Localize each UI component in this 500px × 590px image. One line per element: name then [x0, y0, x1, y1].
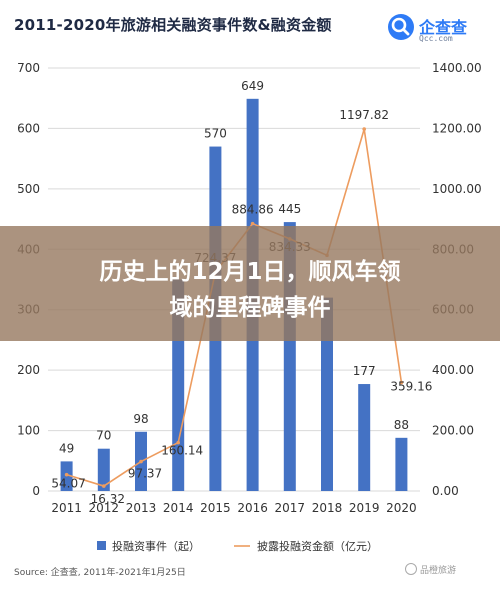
combo-chart: 01002003004005006007000.00200.00400.0060…: [17, 61, 482, 553]
brand-site: Qcc.com: [419, 34, 453, 43]
brand-logo-group: 企查查 Qcc.com: [388, 12, 494, 48]
chart-title: 2011-2020年旅游相关融资事件数&融资金额: [14, 16, 332, 34]
line-data-label: 1197.82: [339, 108, 389, 122]
y-tick-label: 100: [17, 424, 40, 438]
line-data-label: 16.32: [91, 492, 125, 506]
line-data-label: 160.14: [161, 444, 203, 458]
source-note: Source: 企查查, 2011年-2021年1月25日: [14, 568, 186, 578]
bar-data-label: 88: [394, 418, 409, 432]
x-tick-label: 2017: [275, 501, 306, 515]
line-point: [362, 127, 367, 131]
legend-swatch-bar: [97, 541, 106, 550]
bar: [358, 384, 371, 491]
line-point: [139, 459, 143, 464]
bar-data-label: 445: [278, 202, 301, 216]
x-tick-label: 2013: [126, 501, 157, 515]
bar: [97, 448, 110, 491]
y2-tick-label: 400.00: [432, 363, 474, 377]
y-tick-label: 500: [17, 182, 40, 196]
y2-tick-label: 1200.00: [432, 121, 482, 135]
line-point: [102, 484, 106, 488]
y2-tick-label: 0.00: [432, 484, 459, 498]
y2-tick-label: 1400.00: [432, 61, 482, 75]
article-title: 历史上的12月1日，顺风车领 域的里程碑事件: [0, 254, 500, 326]
line-point: [399, 380, 404, 385]
x-tick-label: 2016: [237, 501, 268, 515]
bar: [395, 437, 408, 491]
y2-tick-label: 1000.00: [432, 182, 482, 196]
line-point: [64, 472, 69, 477]
bar-data-label: 49: [59, 441, 74, 455]
y-tick-label: 200: [17, 363, 40, 377]
x-tick-label: 2012: [89, 501, 120, 515]
watermark-text: 品橙旅游: [420, 566, 457, 576]
line-point: [176, 440, 180, 445]
bar: [321, 297, 333, 491]
x-tick-label: 2014: [163, 501, 194, 515]
line-point: [250, 221, 255, 226]
legend-label-line: 披露投融资金额（亿元）: [257, 539, 378, 553]
line-data-label: 97.37: [128, 467, 162, 481]
x-tick-label: 2020: [386, 501, 417, 515]
legend-label-bar: 投融资事件（起）: [112, 539, 200, 553]
article-title-banner: [0, 226, 500, 341]
bar-data-label: 70: [96, 429, 111, 443]
bar-data-label: 177: [353, 364, 376, 378]
x-tick-label: 2019: [349, 501, 380, 515]
line-data-label: 359.16: [390, 379, 432, 393]
y-tick-label: 0: [32, 484, 40, 498]
watermark-icon: [405, 563, 417, 575]
brand-name: 企查查: [419, 18, 468, 37]
line-data-label: 54.07: [51, 477, 85, 491]
x-tick-label: 2018: [312, 501, 343, 515]
bar-data-label: 649: [241, 79, 264, 93]
qcc-logo-icon: [388, 14, 414, 40]
y-tick-label: 600: [17, 121, 40, 135]
line-data-label: 884.86: [232, 203, 274, 217]
x-tick-label: 2015: [200, 501, 231, 515]
x-tick-label: 2011: [51, 501, 82, 515]
bar-data-label: 570: [204, 127, 227, 141]
y-tick-label: 700: [17, 61, 40, 75]
bar-data-label: 98: [133, 412, 148, 426]
watermark: 品橙旅游: [405, 563, 456, 576]
article-title-line-1: 历史上的12月1日，顺风车领: [99, 259, 401, 285]
y2-tick-label: 200.00: [432, 424, 474, 438]
article-title-line-2: 域的里程碑事件: [169, 295, 331, 321]
